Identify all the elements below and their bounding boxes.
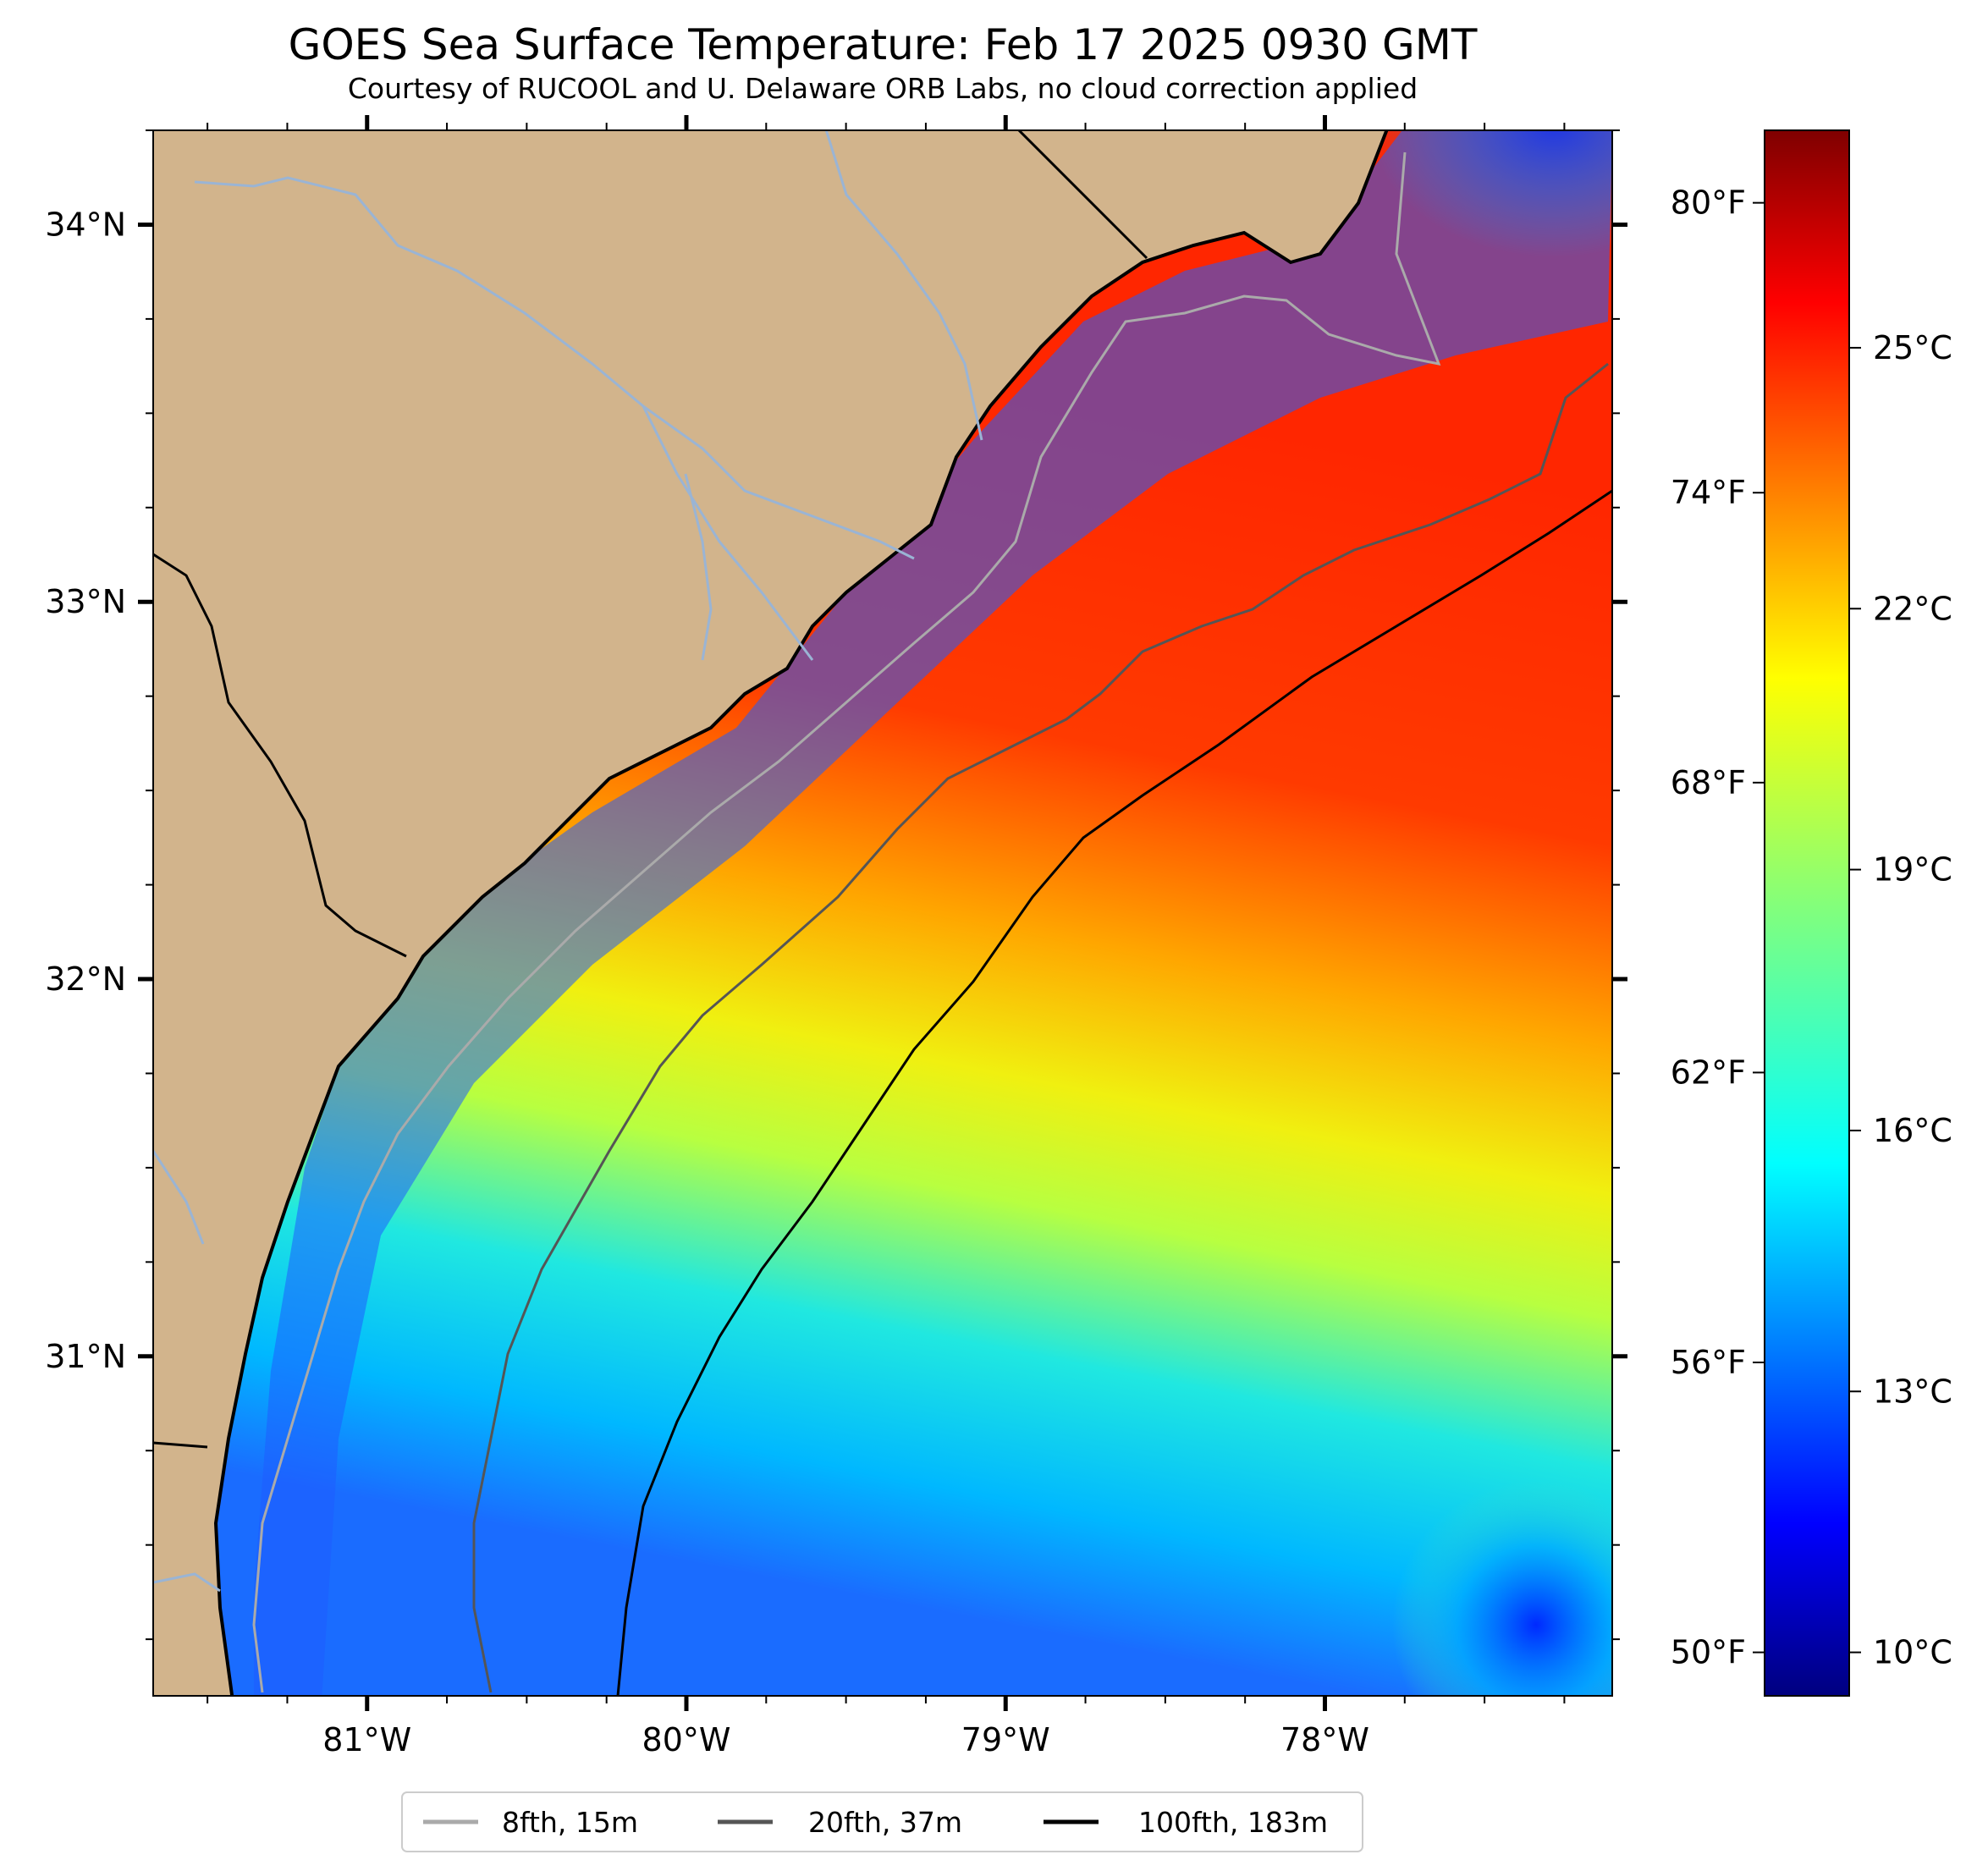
legend-box <box>401 1791 1363 1852</box>
cold-patch-northeast <box>1371 130 1612 279</box>
fahrenheit-tick-label: 68°F <box>1671 764 1746 801</box>
celsius-tick-label: 19°C <box>1873 851 1952 889</box>
lon-tick-label: 80°W <box>642 1721 731 1758</box>
contour-8fth <box>252 151 1441 1693</box>
coastal-cold-band <box>254 130 1612 1696</box>
coastline <box>213 130 1389 1696</box>
colorbar <box>1764 129 1850 1697</box>
fahrenheit-tick-label: 56°F <box>1671 1344 1746 1381</box>
contour-100fth <box>616 489 1612 1696</box>
legend-label-8fth: 8fth, 15m <box>502 1806 638 1839</box>
celsius-tick-label: 25°C <box>1873 329 1952 366</box>
lat-tick-label: 32°N <box>45 960 126 998</box>
lon-tick-label: 78°W <box>1280 1721 1369 1758</box>
lat-tick-label: 34°N <box>45 206 126 243</box>
celsius-tick-label: 13°C <box>1873 1373 1952 1410</box>
rivers <box>153 130 983 1593</box>
latitude-axis: 34°N 33°N 32°N 31°N <box>45 129 1627 1641</box>
celsius-tick-label: 16°C <box>1873 1112 1952 1149</box>
map-frame <box>152 129 1613 1697</box>
colorbar-celsius-ticks: 10°C 13°C 16°C 19°C 22°C 25°C <box>1849 329 1952 1671</box>
contour-legend: 8fth, 15m 20fth, 37m 100fth, 183m <box>401 1791 1363 1852</box>
colorbar-fahrenheit-ticks: 50°F 56°F 62°F 68°F 74°F 80°F <box>1671 184 1765 1671</box>
figure-title: GOES Sea Surface Temperature: Feb 17 202… <box>289 20 1478 69</box>
fahrenheit-tick-label: 50°F <box>1671 1634 1746 1671</box>
fahrenheit-tick-label: 74°F <box>1671 474 1746 511</box>
legend-label-100fth: 100fth, 183m <box>1138 1806 1328 1839</box>
contour-20fth <box>472 362 1609 1693</box>
lon-tick-label: 81°W <box>322 1721 411 1758</box>
fahrenheit-tick-label: 62°F <box>1671 1054 1746 1091</box>
fahrenheit-tick-label: 80°F <box>1671 184 1746 222</box>
sst-map <box>153 130 1612 1696</box>
land <box>153 130 1387 1696</box>
celsius-tick-label: 10°C <box>1873 1634 1952 1671</box>
figure-subtitle: Courtesy of RUCOOL and U. Delaware ORB L… <box>348 72 1418 105</box>
cold-patch-southeast <box>1392 1481 1612 1696</box>
legend-label-20fth: 20fth, 37m <box>808 1806 962 1839</box>
state-border-north <box>1016 130 1148 260</box>
lat-tick-label: 31°N <box>45 1338 126 1375</box>
state-border <box>153 553 407 958</box>
lon-tick-label: 79°W <box>961 1721 1050 1758</box>
celsius-tick-label: 22°C <box>1873 590 1952 627</box>
lat-tick-label: 33°N <box>45 583 126 620</box>
longitude-axis: 81°W 80°W 79°W 78°W <box>207 115 1566 1758</box>
state-border-south <box>153 1441 208 1449</box>
